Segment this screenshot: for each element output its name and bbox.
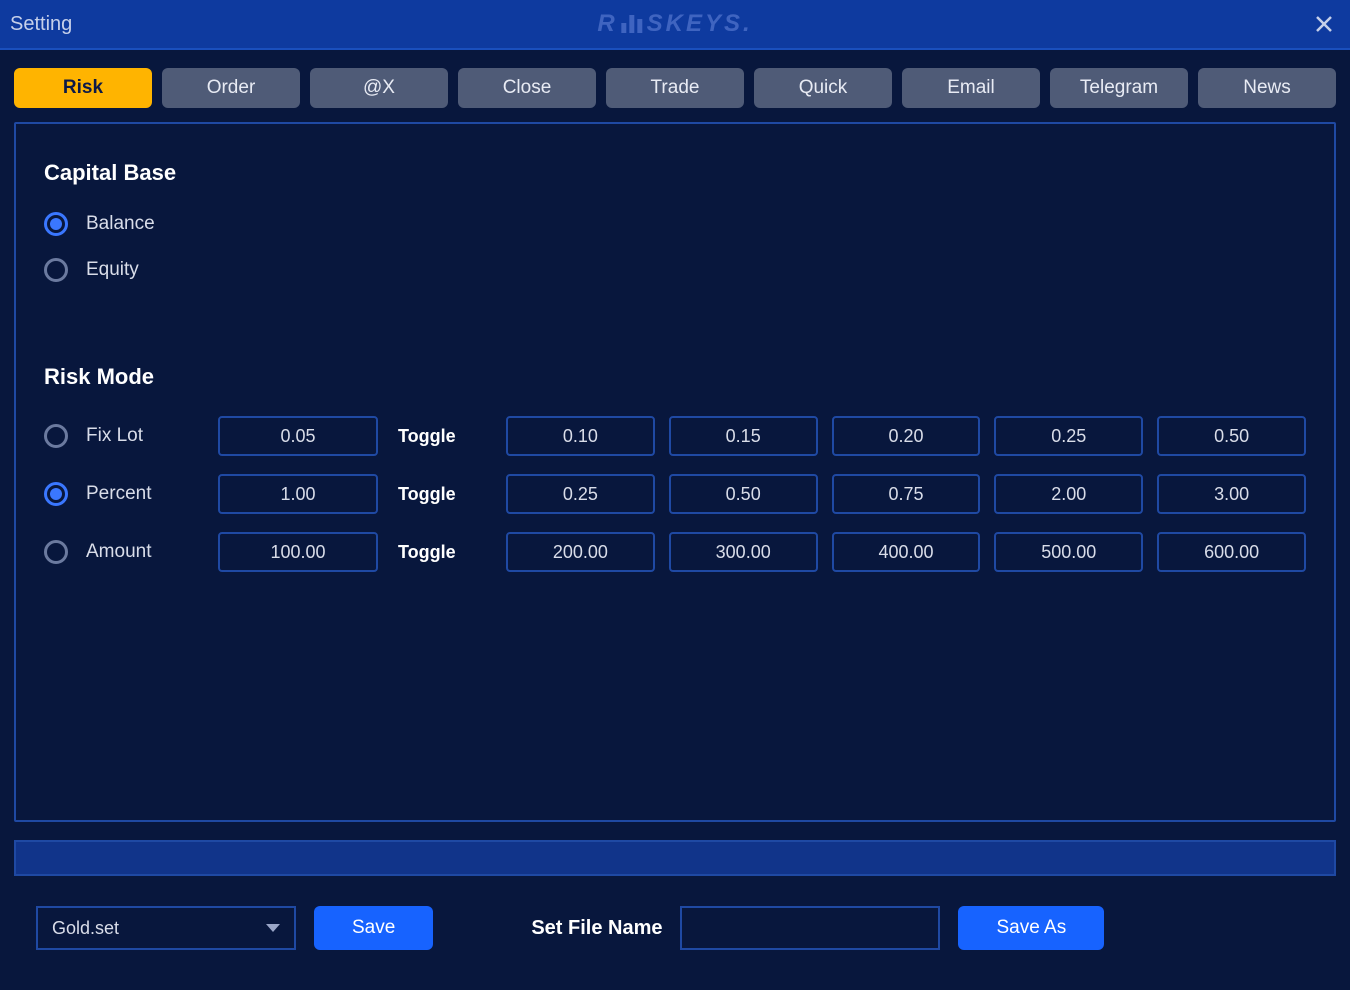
percent-preset-2[interactable]: 0.50 — [669, 474, 818, 514]
settings-panel: Capital Base Balance Equity Risk Mode Fi… — [14, 122, 1336, 822]
radio-icon — [44, 482, 68, 506]
tab-label: Email — [947, 77, 995, 99]
radio-label: Percent — [86, 483, 151, 505]
tab-telegram[interactable]: Telegram — [1050, 68, 1188, 108]
tab-close[interactable]: Close — [458, 68, 596, 108]
chevron-down-icon — [266, 924, 280, 932]
tab-label: Trade — [651, 77, 700, 99]
logo-bars-icon — [622, 15, 643, 33]
file-name-input[interactable] — [680, 906, 940, 950]
tab-news[interactable]: News — [1198, 68, 1336, 108]
radio-icon — [44, 540, 68, 564]
titlebar: Setting R SKEYS. — [0, 0, 1350, 50]
radio-icon — [44, 258, 68, 282]
window-title: Setting — [10, 13, 72, 36]
percent-preset-3[interactable]: 0.75 — [832, 474, 981, 514]
risk-mode-percent[interactable]: Percent — [44, 482, 204, 506]
tab-at-x[interactable]: @X — [310, 68, 448, 108]
radio-label: Amount — [86, 541, 151, 563]
app-logo: R SKEYS. — [597, 10, 752, 38]
tab-email[interactable]: Email — [902, 68, 1040, 108]
amount-preset-1[interactable]: 200.00 — [506, 532, 655, 572]
toggle-label: Toggle — [392, 484, 492, 505]
tab-label: News — [1243, 77, 1291, 99]
radio-icon — [44, 424, 68, 448]
fixlot-preset-1[interactable]: 0.10 — [506, 416, 655, 456]
radio-label: Balance — [86, 213, 155, 235]
risk-row-amount: Amount 100.00 Toggle 200.00 300.00 400.0… — [44, 532, 1306, 572]
percent-preset-5[interactable]: 3.00 — [1157, 474, 1306, 514]
fixlot-main-value[interactable]: 0.05 — [218, 416, 378, 456]
risk-mode-fixlot[interactable]: Fix Lot — [44, 424, 204, 448]
logo-text-right: SKEYS. — [647, 10, 753, 38]
tab-trade[interactable]: Trade — [606, 68, 744, 108]
fixlot-preset-3[interactable]: 0.20 — [832, 416, 981, 456]
radio-label: Fix Lot — [86, 425, 143, 447]
fixlot-preset-4[interactable]: 0.25 — [994, 416, 1143, 456]
close-icon — [1315, 15, 1333, 33]
tab-label: @X — [363, 77, 395, 99]
risk-mode-amount[interactable]: Amount — [44, 540, 204, 564]
preset-selected-value: Gold.set — [52, 918, 119, 939]
bottom-bar: Gold.set Save Set File Name Save As — [0, 876, 1350, 980]
tab-label: Telegram — [1080, 77, 1158, 99]
amount-preset-4[interactable]: 500.00 — [994, 532, 1143, 572]
percent-preset-4[interactable]: 2.00 — [994, 474, 1143, 514]
radio-label: Equity — [86, 259, 139, 281]
close-button[interactable] — [1308, 8, 1340, 40]
amount-main-value[interactable]: 100.00 — [218, 532, 378, 572]
tab-strip: Risk Order @X Close Trade Quick Email Te… — [0, 50, 1350, 122]
toggle-label: Toggle — [392, 426, 492, 447]
capital-base-equity[interactable]: Equity — [44, 258, 1306, 282]
amount-preset-3[interactable]: 400.00 — [832, 532, 981, 572]
percent-main-value[interactable]: 1.00 — [218, 474, 378, 514]
percent-preset-1[interactable]: 0.25 — [506, 474, 655, 514]
radio-icon — [44, 212, 68, 236]
tab-label: Order — [207, 77, 256, 99]
toggle-label: Toggle — [392, 542, 492, 563]
risk-row-fixlot: Fix Lot 0.05 Toggle 0.10 0.15 0.20 0.25 … — [44, 416, 1306, 456]
fixlot-preset-5[interactable]: 0.50 — [1157, 416, 1306, 456]
logo-letter-left: R — [597, 10, 617, 38]
amount-preset-2[interactable]: 300.00 — [669, 532, 818, 572]
tab-label: Close — [503, 77, 552, 99]
tab-quick[interactable]: Quick — [754, 68, 892, 108]
fixlot-preset-2[interactable]: 0.15 — [669, 416, 818, 456]
tab-label: Quick — [799, 77, 848, 99]
risk-mode-heading: Risk Mode — [44, 364, 1306, 390]
tab-label: Risk — [63, 77, 103, 99]
set-file-name-label: Set File Name — [531, 917, 662, 940]
risk-mode-grid: Fix Lot 0.05 Toggle 0.10 0.15 0.20 0.25 … — [44, 416, 1306, 572]
tab-order[interactable]: Order — [162, 68, 300, 108]
preset-dropdown[interactable]: Gold.set — [36, 906, 296, 950]
capital-base-balance[interactable]: Balance — [44, 212, 1306, 236]
save-button[interactable]: Save — [314, 906, 433, 950]
save-as-button[interactable]: Save As — [958, 906, 1104, 950]
amount-preset-5[interactable]: 600.00 — [1157, 532, 1306, 572]
capital-base-heading: Capital Base — [44, 160, 1306, 186]
tab-risk[interactable]: Risk — [14, 68, 152, 108]
separator-strip — [14, 840, 1336, 876]
risk-row-percent: Percent 1.00 Toggle 0.25 0.50 0.75 2.00 … — [44, 474, 1306, 514]
